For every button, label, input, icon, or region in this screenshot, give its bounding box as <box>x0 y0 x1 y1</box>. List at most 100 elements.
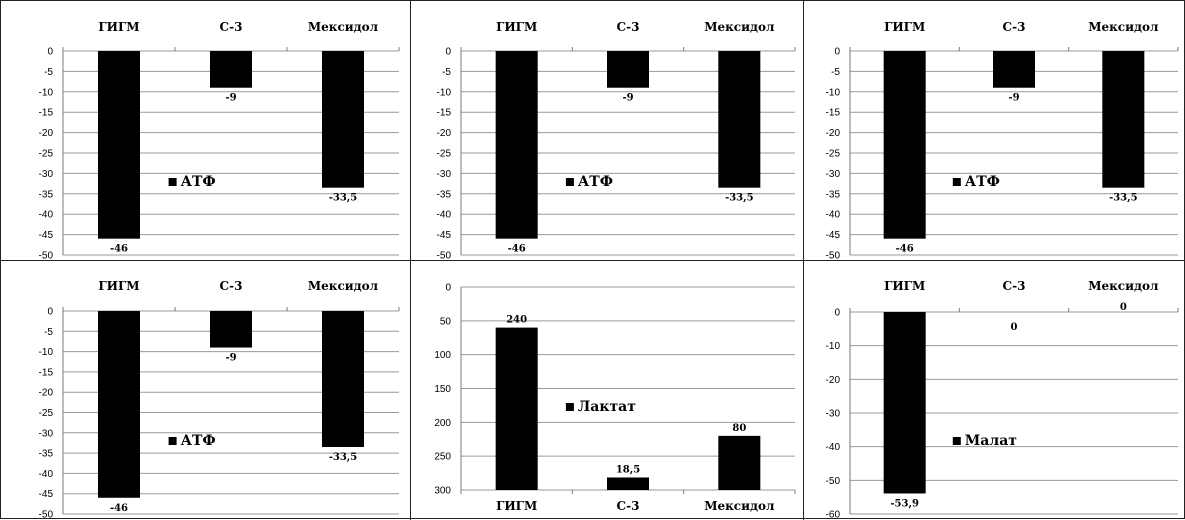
category-label: С-3 <box>617 499 640 513</box>
legend-label: АТФ <box>181 433 216 449</box>
y-tick-label: -5 <box>44 67 53 78</box>
y-tick-label: -35 <box>437 189 452 200</box>
y-tick-label: -25 <box>39 149 54 160</box>
y-tick-label: -30 <box>39 428 54 439</box>
y-tick-label: -50 <box>826 476 841 487</box>
y-tick-label: -30 <box>826 409 841 420</box>
y-tick-label: -35 <box>39 449 54 460</box>
y-tick-label: -25 <box>39 408 54 419</box>
legend-swatch <box>566 178 574 186</box>
data-label: -9 <box>225 93 236 104</box>
y-tick-label: -10 <box>826 87 841 98</box>
data-label: -46 <box>508 244 526 255</box>
y-tick-label: -50 <box>826 251 841 261</box>
category-label: ГИГМ <box>496 20 537 34</box>
bar <box>607 51 649 88</box>
bar <box>322 311 364 447</box>
legend-swatch <box>953 178 961 186</box>
bar <box>322 51 364 188</box>
data-label: 0 <box>1120 302 1127 313</box>
data-label: -46 <box>110 244 128 255</box>
y-tick-label: -60 <box>826 510 841 520</box>
chart-svg: 0-5-10-15-20-25-30-35-40-45-50-46ГИГМ-9С… <box>410 1 803 260</box>
data-label: -33,5 <box>1109 193 1138 204</box>
y-tick-label: -20 <box>437 128 452 139</box>
category-label: С-3 <box>220 279 243 293</box>
legend-label: Лактат <box>578 399 636 415</box>
category-label: ГИГМ <box>98 279 139 293</box>
y-tick-label: 0 <box>47 307 53 318</box>
y-tick-label: -15 <box>437 108 452 119</box>
y-tick-label: -15 <box>826 108 841 119</box>
y-tick-label: 250 <box>434 452 451 463</box>
category-label: С-3 <box>1003 279 1026 293</box>
y-tick-label: -20 <box>826 375 841 386</box>
bar <box>98 51 140 239</box>
y-tick-label: -15 <box>39 367 54 378</box>
category-label: С-3 <box>617 20 640 34</box>
panel-divider <box>1 260 1185 261</box>
data-label: -9 <box>1008 93 1019 104</box>
y-tick-label: 100 <box>434 350 451 361</box>
y-tick-label: -10 <box>39 347 54 358</box>
y-tick-label: -45 <box>39 489 54 500</box>
y-tick-label: -30 <box>437 169 452 180</box>
y-tick-label: -50 <box>39 251 54 261</box>
y-tick-label: -10 <box>826 341 841 352</box>
category-label: Мексидол <box>308 279 379 293</box>
legend-swatch <box>169 437 177 445</box>
data-label: -33,5 <box>329 193 358 204</box>
bar <box>1102 51 1144 188</box>
y-tick-label: -50 <box>39 510 54 520</box>
category-label: Мексидол <box>704 499 775 513</box>
y-tick-label: -45 <box>39 230 54 241</box>
data-label: -46 <box>110 503 128 514</box>
chart-svg: 050100150200250300240ГИГМ18,5С-380Мексид… <box>410 260 803 520</box>
legend-label: АТФ <box>578 174 613 190</box>
data-label: 0 <box>1011 322 1018 333</box>
y-tick-label: -5 <box>44 327 53 338</box>
y-tick-label: -10 <box>437 87 452 98</box>
legend-swatch <box>953 437 961 445</box>
data-label: 240 <box>506 315 527 326</box>
y-tick-label: -50 <box>437 251 452 261</box>
y-tick-label: -35 <box>39 189 54 200</box>
category-label: Мексидол <box>308 20 379 34</box>
bar <box>210 311 252 348</box>
bar <box>98 311 140 498</box>
y-tick-label: 0 <box>834 47 840 58</box>
category-label: ГИГМ <box>884 20 925 34</box>
y-tick-label: -30 <box>39 169 54 180</box>
y-tick-label: -20 <box>39 388 54 399</box>
data-label: 18,5 <box>616 464 640 475</box>
y-tick-label: 0 <box>445 47 451 58</box>
y-tick-label: -20 <box>39 128 54 139</box>
category-label: С-3 <box>1003 20 1026 34</box>
y-tick-label: -20 <box>826 128 841 139</box>
category-label: ГИГМ <box>496 499 537 513</box>
y-tick-label: -45 <box>826 230 841 241</box>
data-label: 80 <box>732 423 746 434</box>
category-label: ГИГМ <box>98 20 139 34</box>
y-tick-label: -25 <box>437 149 452 160</box>
bar <box>210 51 252 88</box>
y-tick-label: -40 <box>826 210 841 221</box>
y-tick-label: -40 <box>39 210 54 221</box>
chart-svg: 0-10-20-30-40-50-60-53,9ГИГМ0С-30Мексидо… <box>803 260 1185 520</box>
y-tick-label: -40 <box>437 210 452 221</box>
y-tick-label: -40 <box>826 442 841 453</box>
chart-svg: 0-5-10-15-20-25-30-35-40-45-50-46ГИГМ-9С… <box>803 1 1185 260</box>
legend-label: АТФ <box>965 174 1000 190</box>
y-tick-label: -10 <box>39 87 54 98</box>
legend-label: Малат <box>965 433 1018 449</box>
y-tick-label: 0 <box>445 283 451 294</box>
data-label: -9 <box>225 353 236 364</box>
y-tick-label: 300 <box>434 486 451 497</box>
y-tick-label: -45 <box>437 230 452 241</box>
data-label: -53,9 <box>890 498 919 509</box>
